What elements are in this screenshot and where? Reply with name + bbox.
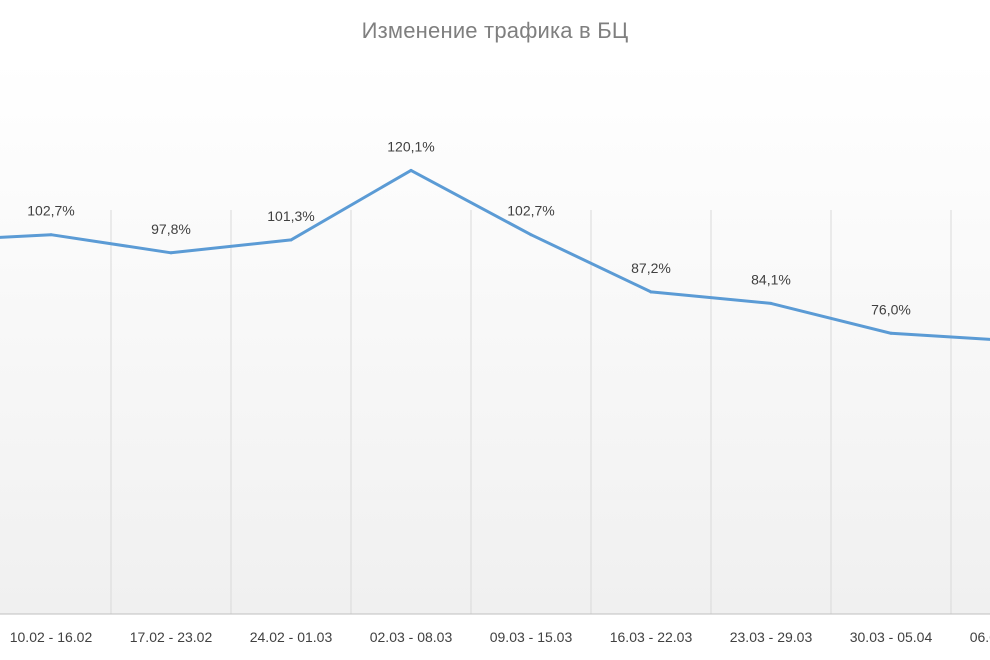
- x-tick-label: 10.02 - 16.02: [10, 629, 93, 645]
- data-label: 76,0%: [871, 301, 911, 317]
- chart-title: Изменение трафика в БЦ: [361, 18, 629, 43]
- x-tick-label: 06.04 - 12.04: [970, 629, 990, 645]
- data-label: 97,8%: [151, 221, 191, 237]
- x-tick-label: 24.02 - 01.03: [250, 629, 333, 645]
- data-point: [649, 290, 653, 294]
- data-label: 102,7%: [27, 203, 74, 219]
- data-label: 101,3%: [267, 208, 314, 224]
- x-tick-label: 16.03 - 22.03: [610, 629, 693, 645]
- data-point: [289, 238, 293, 242]
- plot-background: [0, 60, 990, 614]
- x-tick-label: 23.03 - 29.03: [730, 629, 813, 645]
- x-tick-label: 17.02 - 23.02: [130, 629, 213, 645]
- data-label: 120,1%: [387, 138, 434, 154]
- x-tick-label: 09.03 - 15.03: [490, 629, 573, 645]
- data-point: [169, 251, 173, 255]
- x-tick-label: 02.03 - 08.03: [370, 629, 453, 645]
- gridlines: [110, 210, 952, 614]
- x-tick-label: 30.03 - 05.04: [850, 629, 933, 645]
- data-label: 84,1%: [751, 271, 791, 287]
- data-label: 87,2%: [631, 260, 671, 276]
- data-labels: 102,7% 97,8% 101,3% 120,1% 102,7% 87,2% 84,1% 7…: [27, 138, 911, 317]
- data-point: [49, 233, 53, 237]
- data-point: [889, 331, 893, 335]
- series-lines: [0, 168, 990, 341]
- data-point: [529, 233, 533, 237]
- data-label: 102,7%: [507, 203, 554, 219]
- series-line: [0, 168, 990, 341]
- data-point: [769, 301, 773, 305]
- data-point: [409, 168, 413, 172]
